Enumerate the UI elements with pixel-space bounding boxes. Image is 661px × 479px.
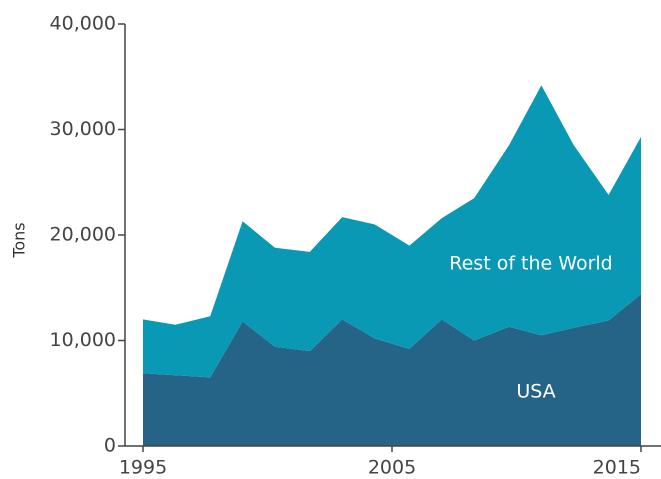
x-tick-label: 2005	[368, 457, 416, 479]
area	[143, 294, 641, 446]
x-tick-label: 2015	[593, 457, 641, 479]
y-tick-label: 10,000	[50, 329, 116, 351]
y-tick-label: 20,000	[50, 224, 116, 246]
y-tick-label: 30,000	[50, 118, 116, 140]
x-tick-label: 1995	[119, 457, 167, 479]
y-tick-label: 0	[104, 435, 116, 457]
series-label: USA	[516, 381, 555, 403]
area	[143, 85, 641, 378]
y-axis-label: Tons	[10, 222, 29, 258]
series-label: Rest of the World	[449, 253, 612, 275]
y-tick-label: 40,000	[50, 13, 116, 35]
